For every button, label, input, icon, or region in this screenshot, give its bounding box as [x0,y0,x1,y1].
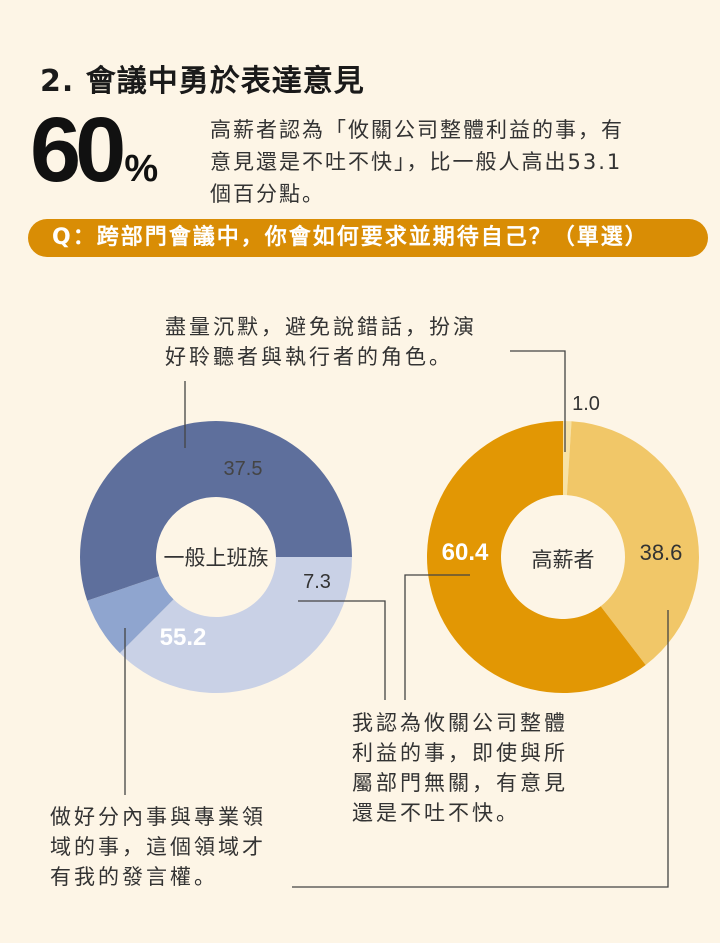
slice-value-label: 1.0 [572,393,600,415]
annotation-line: 屬部門無關，有意見 [352,771,568,795]
headline-stat: 60% [30,104,158,196]
slice-value-label: 55.2 [160,624,207,651]
donut-center-label: 一般上班族 [164,546,269,570]
donut-slice [80,420,352,601]
annotation-line: 盡量沉默，避免說錯話，扮演 [165,315,477,339]
annotation-silent: 盡量沉默，避免說錯話，扮演 好聆聽者與執行者的角色。 [165,312,477,372]
annotation-line: 有我的發言權。 [50,865,218,889]
annotation-line: 做好分內事與專業領 [50,805,266,829]
lead-text: 高薪者認為「攸關公司整體利益的事，有 意見還是不吐不快」，比一般人高出53.1 … [210,114,695,210]
donut-slice [119,557,352,693]
leader-line-speakup-right [404,574,470,700]
annotation-line: 域的事，這個領域才 [50,835,266,859]
annotation-speak-up: 我認為攸關公司整體 利益的事，即使與所 屬部門無關，有意見 還是不吐不快。 [352,708,568,828]
donut-slice [566,421,699,665]
lead-line: 高薪者認為「攸關公司整體利益的事，有 [210,118,624,142]
slice-value-label: 7.3 [303,571,331,593]
donut-slice [87,576,174,654]
headline-number: 60 [30,99,126,201]
leader-lines [124,350,669,888]
lead-line: 個百分點。 [210,182,325,206]
annotation-domain: 做好分內事與專業領 域的事，這個領域才 有我的發言權。 [50,802,266,892]
leader-line-domain-high [292,610,669,888]
question-banner: Q：跨部門會議中，你會如何要求並期待自己？（單選） [28,219,708,257]
slice-value-label: 38.6 [640,540,683,565]
leader-line-speakup-left [298,600,386,700]
donut-center-label: 高薪者 [532,548,595,572]
annotation-line: 好聆聽者與執行者的角色。 [165,345,453,369]
donut-high-earners: 1.0 38.6 60.4 高薪者 [426,393,699,693]
donut-slice [426,421,646,693]
annotation-line: 還是不吐不快。 [352,801,520,825]
annotation-line: 我認為攸關公司整體 [352,711,568,735]
slice-value-label: 60.4 [442,539,489,566]
headline-unit: % [124,148,159,190]
section-title: 2. 會議中勇於表達意見 [40,64,365,99]
donut-general-workers: 37.5 7.3 55.2 一般上班族 [80,420,352,693]
lead-line: 意見還是不吐不快」，比一般人高出53.1 [210,150,623,174]
leader-line-silent-high [510,350,566,452]
slice-value-label: 37.5 [224,458,263,480]
annotation-line: 利益的事，即使與所 [352,741,568,765]
